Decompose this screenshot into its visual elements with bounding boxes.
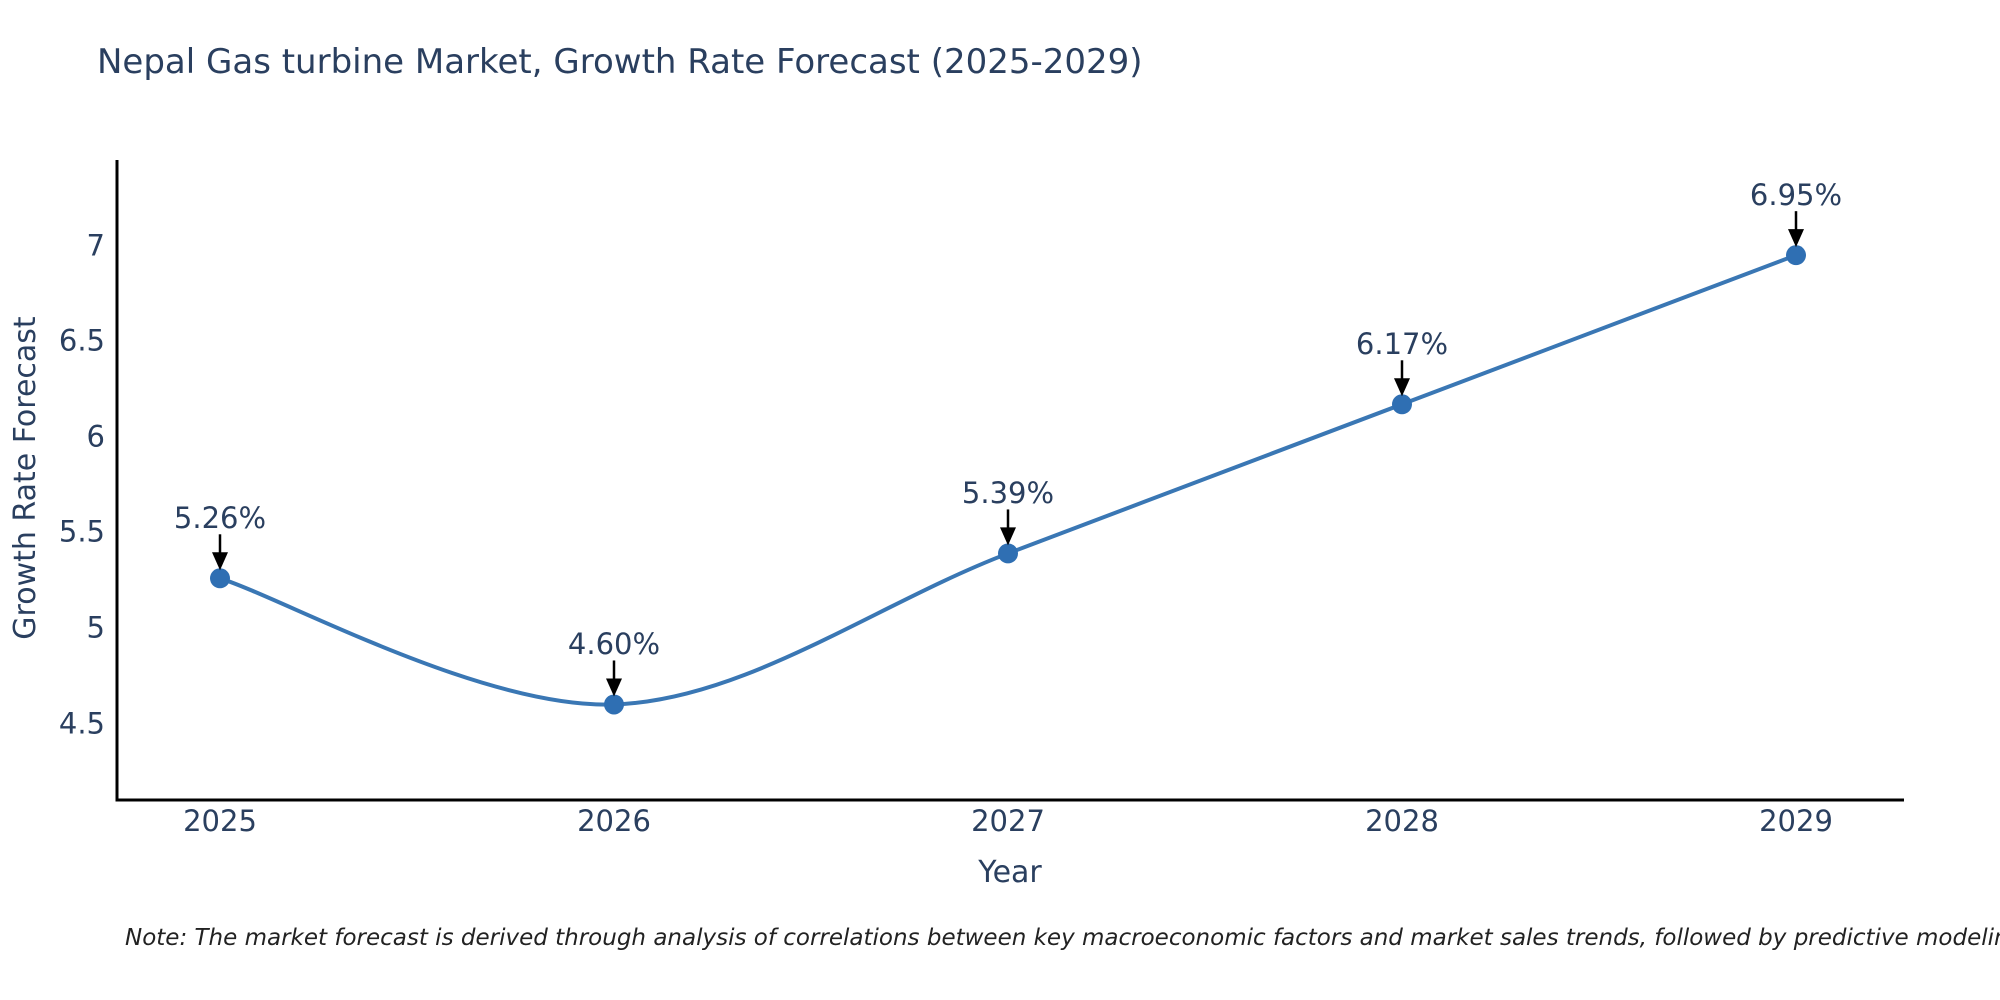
data-point-marker bbox=[1392, 394, 1412, 415]
y-tick-label: 5.5 bbox=[58, 514, 105, 549]
data-point-marker bbox=[604, 694, 624, 715]
point-value-label: 5.26% bbox=[173, 501, 267, 536]
point-value-label: 5.39% bbox=[961, 476, 1055, 511]
y-tick-label: 6 bbox=[86, 419, 105, 454]
y-axis-title: Growth Rate Forecast bbox=[8, 316, 43, 640]
y-tick-label: 7 bbox=[86, 228, 105, 263]
x-axis-title: Year bbox=[978, 855, 1042, 890]
footnote: Note: The market forecast is derived thr… bbox=[125, 925, 2000, 951]
x-tick-label: 2026 bbox=[577, 804, 651, 838]
x-tick-label: 2027 bbox=[971, 804, 1045, 838]
data-point-marker bbox=[1786, 245, 1806, 266]
x-tick-label: 2028 bbox=[1365, 804, 1439, 838]
x-tick-label: 2029 bbox=[1759, 804, 1833, 838]
point-value-label: 6.17% bbox=[1355, 327, 1449, 362]
x-tick-label: 2025 bbox=[183, 804, 257, 838]
y-tick-label: 4.5 bbox=[58, 706, 105, 741]
data-point-marker bbox=[210, 568, 230, 589]
annotation-arrowhead bbox=[606, 678, 622, 697]
chart-title: Nepal Gas turbine Market, Growth Rate Fo… bbox=[97, 42, 1143, 82]
annotation-arrowhead bbox=[1394, 378, 1410, 397]
point-value-label: 4.60% bbox=[567, 627, 661, 662]
annotation-arrowhead bbox=[212, 552, 228, 571]
annotation-arrowhead bbox=[1000, 527, 1016, 546]
point-value-label: 6.95% bbox=[1749, 178, 1843, 213]
y-tick-label: 5 bbox=[86, 610, 105, 645]
y-tick-label: 6.5 bbox=[58, 323, 105, 358]
annotation-arrowhead bbox=[1788, 229, 1804, 248]
data-point-marker bbox=[998, 543, 1018, 564]
